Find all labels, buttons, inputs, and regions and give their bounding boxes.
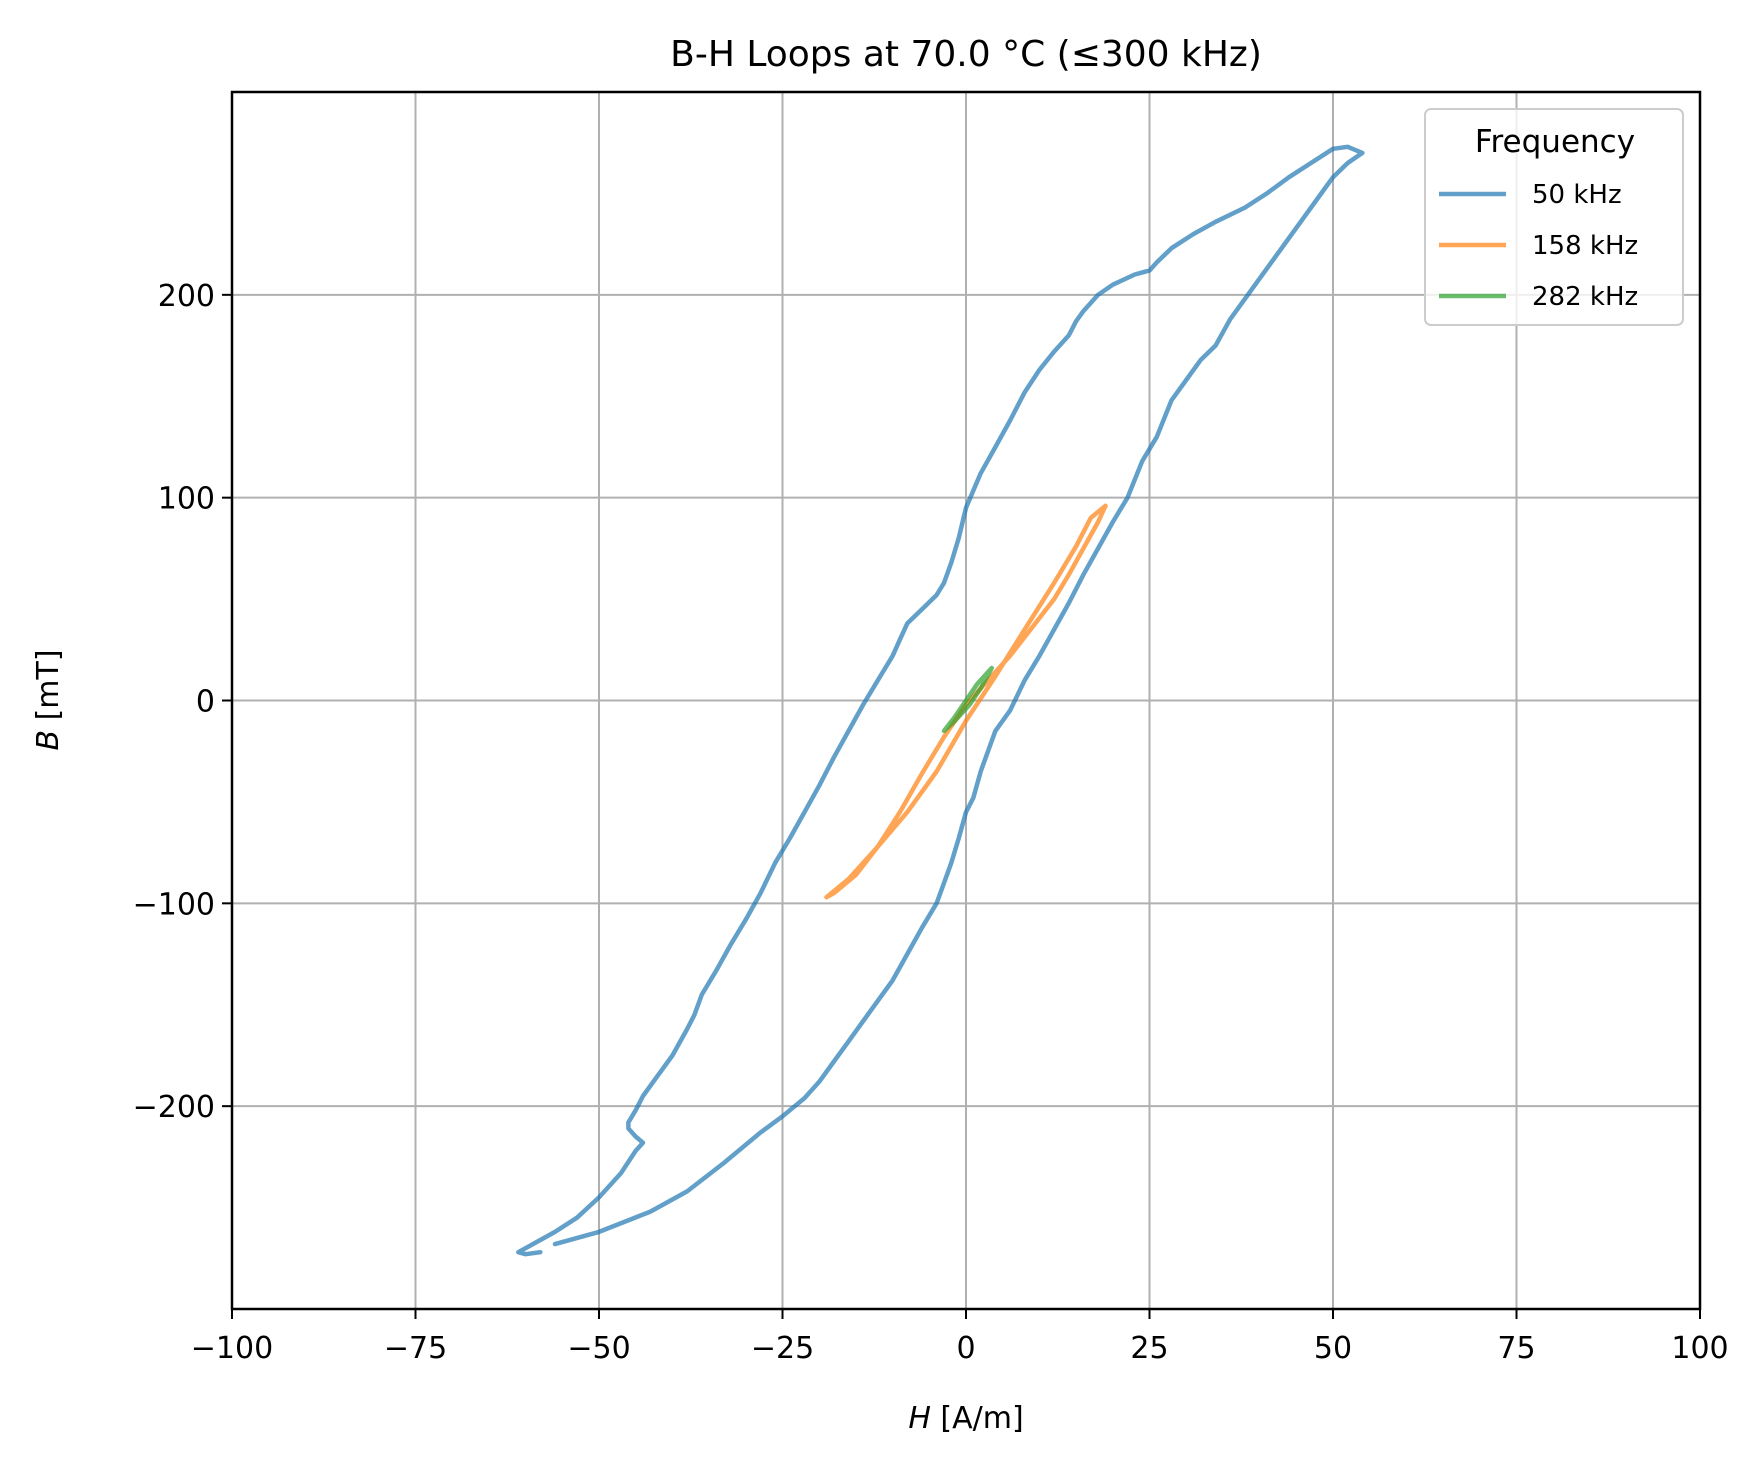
y-axis-unit: [mT] [31,649,66,730]
legend-entries: 50 kHz 158 kHz 282 kHz [1439,180,1638,312]
y-tick-label: 0 [196,685,215,720]
x-axis-label: H [A/m] [908,1401,1023,1436]
legend-box [1424,108,1684,326]
x-axis-unit: [A/m] [931,1401,1024,1436]
axis-ticks: −100 −75 −50 −25 0 25 50 75 100 −200 −100 0 100 200 [133,279,1729,1366]
y-tick-label: −100 [133,887,215,922]
x-tick-label: 50 [1314,1331,1352,1366]
series-line-0 [516,144,1365,1257]
series-line-1 [824,503,1108,900]
x-tick-label: −25 [751,1331,814,1366]
x-tick-label: −50 [567,1331,630,1366]
x-tick-label: 100 [1671,1331,1728,1366]
series-line-2 [941,665,994,734]
x-tick-label: −100 [191,1331,273,1366]
y-axis-variable: B [31,730,66,751]
y-tick-label: −200 [133,1090,215,1125]
legend-label: 50 kHz [1532,180,1622,210]
chart-title: B-H Loops at 70.0 °C (≤300 kHz) [670,34,1262,75]
legend-label: 282 kHz [1532,282,1638,312]
legend: Frequency 50 kHz 158 kHz 282 kHz [1424,108,1684,326]
x-tick-label: 25 [1130,1331,1168,1366]
y-axis-label: B [mT] [31,649,66,750]
x-tick-label: 75 [1497,1331,1535,1366]
x-tick-label: −75 [384,1331,447,1366]
legend-label: 158 kHz [1532,231,1638,261]
x-axis-variable: H [908,1401,931,1436]
y-tick-label: 200 [158,279,215,314]
x-tick-label: 0 [956,1331,975,1366]
series-group [516,144,1365,1257]
y-tick-label: 100 [158,482,215,517]
legend-title: Frequency [1475,124,1635,160]
